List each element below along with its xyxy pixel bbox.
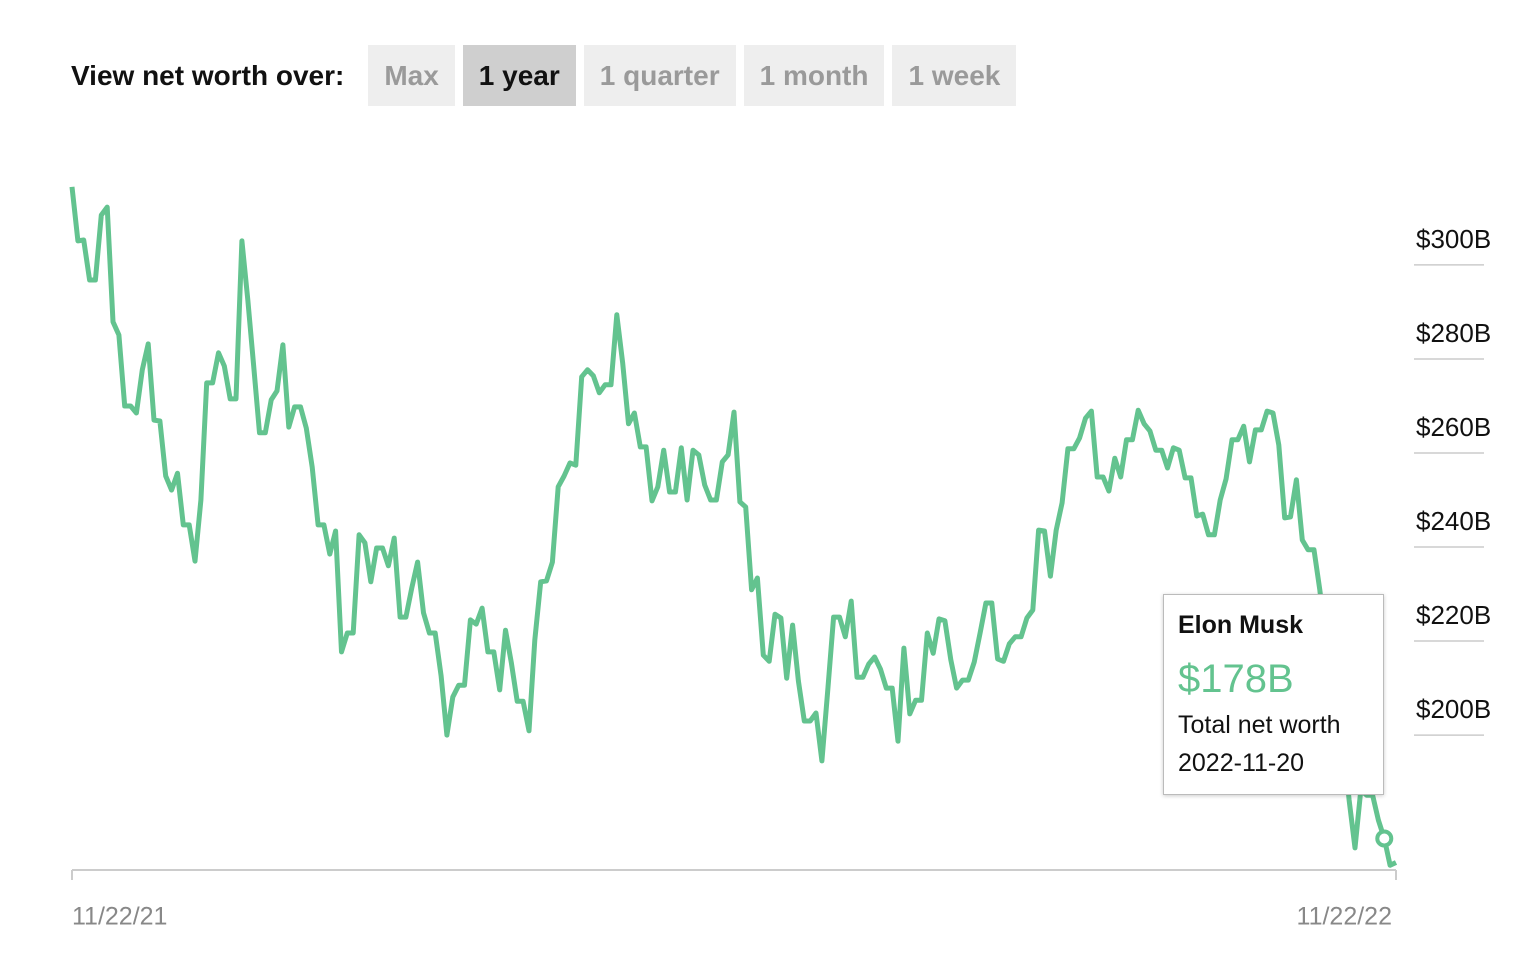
tooltip-name: Elon Musk (1178, 611, 1304, 639)
range-button[interactable]: 1 week (892, 45, 1017, 106)
range-controls: View net worth over: Max 1 year 1 quarter 1… (71, 45, 1024, 106)
tooltip: Elon Musk $178B Total net worth 2022-11-… (1163, 594, 1384, 795)
tooltip-label: Total net worth (1178, 711, 1341, 739)
controls-label: View net worth over: (71, 59, 345, 91)
range-button[interactable]: 1 month (743, 45, 885, 106)
y-tick-label: $200B (1416, 694, 1491, 724)
y-tick-label: $300B (1416, 224, 1491, 254)
y-tick-label: $240B (1416, 506, 1491, 536)
y-tick-label: $260B (1416, 412, 1491, 442)
y-tick-label: $280B (1416, 318, 1491, 348)
x-tick-label: 11/22/22 (1297, 903, 1392, 931)
range-button[interactable]: 1 quarter (583, 45, 736, 106)
net-worth-line (69, 186, 1398, 868)
hover-marker (1375, 829, 1394, 848)
range-button[interactable]: 1 year (462, 45, 576, 106)
tooltip-date: 2022-11-20 (1178, 749, 1305, 777)
tooltip-value: $178B (1178, 657, 1294, 701)
x-tick-label: 11/22/21 (72, 903, 167, 931)
range-button[interactable]: Max (368, 45, 455, 106)
y-tick-label: $220B (1416, 600, 1491, 630)
